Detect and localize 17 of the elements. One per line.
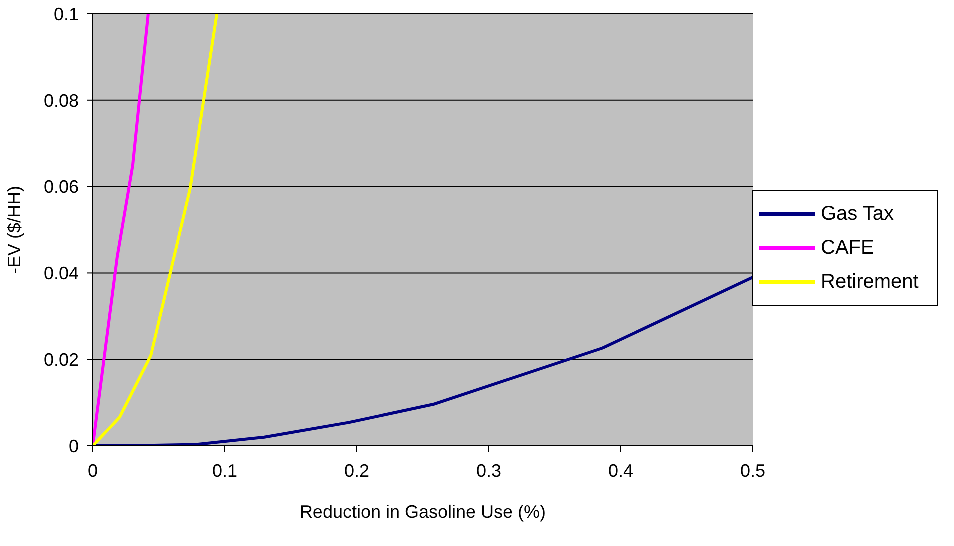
x-tick-label: 0.4 [608, 460, 634, 481]
y-axis-title: -EV ($/HH) [4, 186, 24, 274]
y-tick-label: 0.08 [44, 90, 79, 111]
legend-label: CAFE [821, 236, 874, 260]
x-tick-label: 0.1 [212, 460, 238, 481]
y-tick-label: 0.04 [44, 264, 79, 284]
x-tick-label: 0.5 [740, 460, 766, 481]
y-tick-label: 0.06 [44, 177, 79, 198]
y-tick-label: 0.1 [54, 4, 79, 24]
y-tick-label: 0 [68, 436, 79, 456]
legend-label: Gas Tax [821, 202, 894, 226]
legend-label: Retirement [821, 270, 919, 294]
x-axis-title: Reduction in Gasoline Use (%) [300, 502, 546, 522]
x-tick-label: 0 [88, 460, 98, 481]
y-tick-label: 0.02 [44, 350, 79, 370]
x-tick-label: 0.3 [476, 460, 502, 481]
x-tick-label: 0.2 [344, 460, 370, 481]
